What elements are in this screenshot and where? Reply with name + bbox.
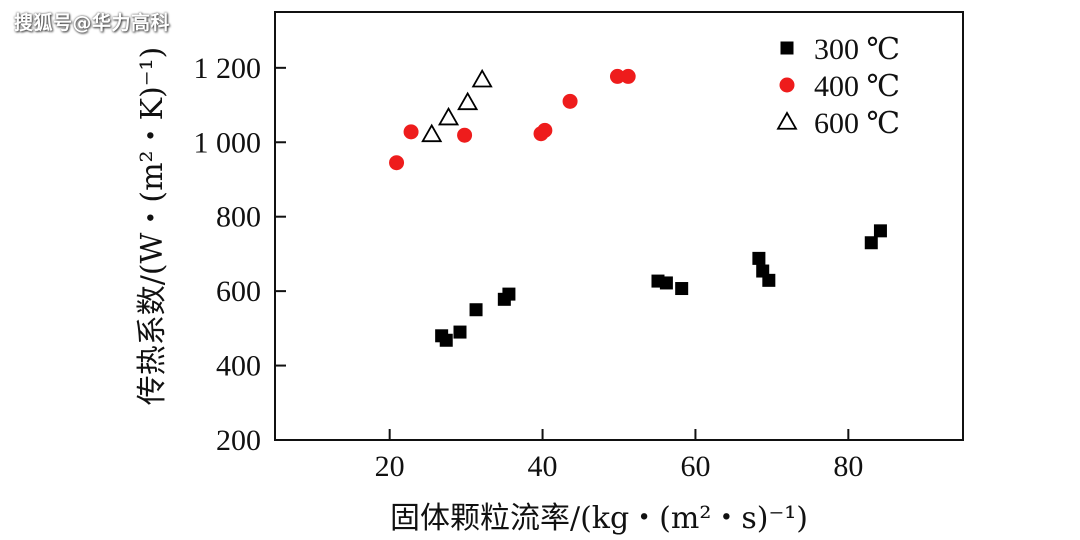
data-point (537, 122, 553, 138)
y-tick-label: 600 (216, 275, 261, 308)
plot-frame (274, 11, 964, 441)
watermark-text: 搜狐号@华力高科 (14, 12, 171, 34)
data-point (437, 106, 460, 126)
y-tick-label: 400 (216, 350, 261, 383)
y-tick-label: 1 200 (194, 52, 262, 85)
legend-marker (779, 77, 795, 93)
data-point (752, 251, 766, 265)
y-tick-label: 200 (216, 424, 261, 457)
legend-marker (776, 111, 798, 130)
x-tick-label: 60 (680, 450, 710, 483)
data-point (457, 127, 473, 143)
data-point (453, 325, 467, 339)
data-point (609, 68, 625, 84)
data-point (403, 124, 419, 140)
data-point (457, 91, 479, 111)
legend: 300 ℃ 400 ℃ 600 ℃ (776, 33, 900, 140)
series-3 (421, 68, 493, 143)
x-axis-title: 固体颗粒流率/(kg・(m²・s)⁻¹) (390, 501, 808, 536)
data-point (675, 282, 689, 296)
legend-marker (780, 41, 794, 55)
x-tick-label: 20 (375, 450, 405, 483)
x-tick-label: 80 (833, 450, 863, 483)
data-point (502, 287, 516, 301)
legend-label: 300 ℃ (814, 33, 900, 66)
data-point (471, 68, 493, 88)
y-axis-title: 传热系数/(W・(m²・K)⁻¹) (135, 47, 170, 406)
data-point (864, 236, 878, 250)
data-point (659, 276, 673, 290)
data-point (762, 273, 776, 287)
series-1 (435, 224, 887, 347)
data-point (439, 333, 453, 347)
data-point (873, 224, 887, 238)
data-point (620, 68, 636, 84)
legend-label: 600 ℃ (814, 107, 900, 140)
data-point (469, 303, 483, 317)
y-tick-label: 800 (216, 201, 261, 234)
legend-label: 400 ℃ (814, 70, 900, 103)
series-2 (389, 68, 636, 171)
x-tick-label: 40 (528, 450, 558, 483)
data-point (562, 93, 578, 109)
data-point (389, 155, 405, 171)
data-point (421, 123, 443, 143)
y-tick-label: 1 000 (194, 126, 262, 159)
